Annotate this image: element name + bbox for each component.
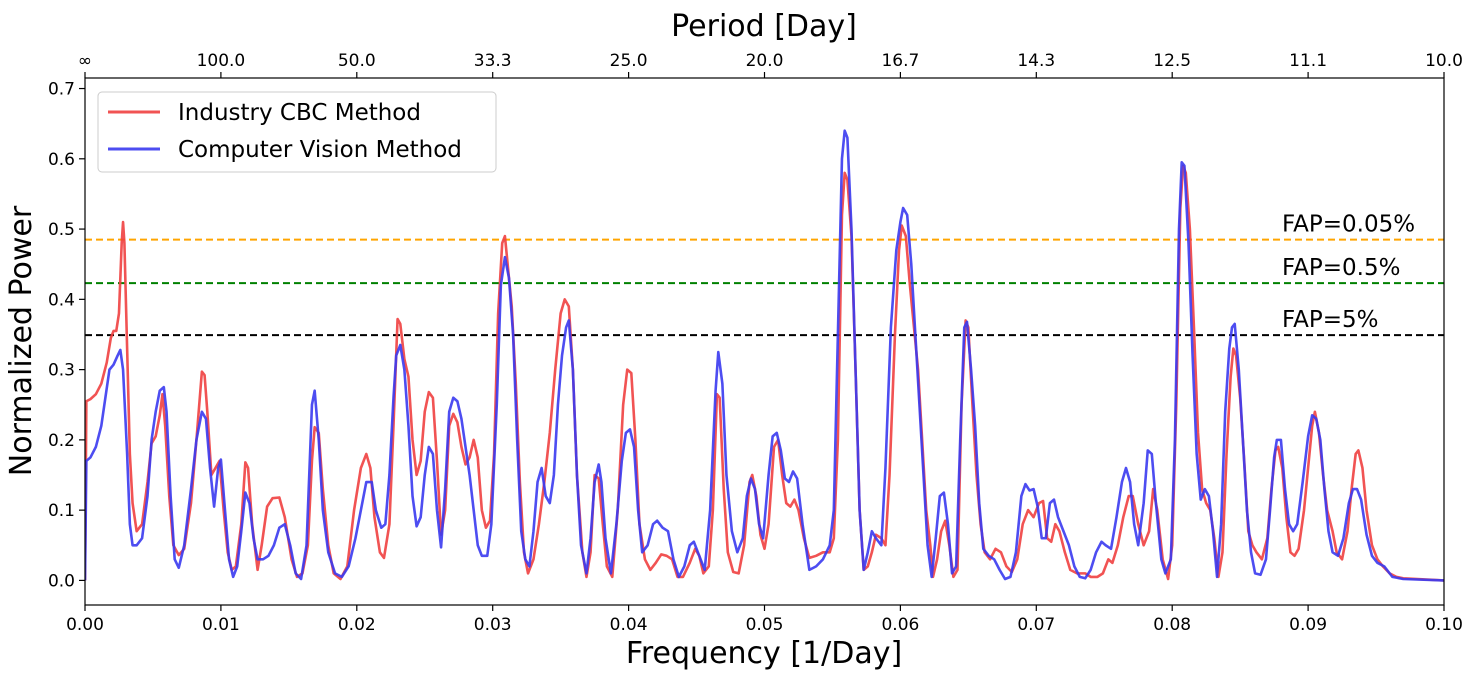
legend-box	[97, 91, 497, 173]
series-lines	[85, 129, 1444, 582]
x-tick-label: 0.03	[474, 615, 512, 635]
x-tick-label: 0.08	[1153, 615, 1191, 635]
x-tick-label: 0.00	[66, 615, 104, 635]
threshold-label-0: FAP=0.05%	[1282, 212, 1415, 238]
y-tick-label: 0.3	[48, 361, 75, 381]
y-tick-label: 0.6	[48, 150, 75, 170]
y-tick-label: 0.0	[48, 571, 75, 591]
top-tick-label: 33.3	[474, 51, 512, 71]
legend-label-industry: Industry CBC Method	[178, 100, 421, 126]
legend-label-computer-vision: Computer Vision Method	[178, 137, 462, 163]
threshold-label-1: FAP=0.5%	[1282, 255, 1400, 281]
y-tick-label: 0.1	[48, 501, 75, 521]
threshold-lines	[85, 238, 1444, 337]
y-tick-label: 0.4	[48, 290, 75, 310]
top-tick-label: 50.0	[338, 51, 376, 71]
top-axis-title: Period [Day]	[671, 9, 857, 44]
x-tick-label: 0.09	[1289, 615, 1327, 635]
threshold-label-2: FAP=5%	[1282, 307, 1378, 333]
tick-marks: 0.00 0.01 0.02 0.03 0.04 0.05 0.06 0.07 0.08 0.09…	[48, 51, 1463, 635]
top-tick-label: 12.5	[1153, 51, 1191, 71]
threshold-labels: FAP=0.05% FAP=0.5% FAP=5%	[1282, 212, 1415, 334]
top-tick-label: 11.1	[1289, 51, 1327, 71]
x-tick-label: 0.10	[1425, 615, 1463, 635]
top-tick-label: ∞	[78, 51, 92, 71]
x-tick-label: 0.02	[338, 615, 376, 635]
top-tick-label: 100.0	[197, 51, 246, 71]
y-tick-label: 0.2	[48, 431, 75, 451]
x-tick-label: 0.06	[881, 615, 919, 635]
y-tick-label: 0.7	[48, 80, 75, 100]
x-tick-label: 0.01	[202, 615, 240, 635]
top-tick-label: 16.7	[881, 51, 919, 71]
legend: Industry CBC Method Computer Vision Meth…	[97, 91, 497, 173]
x-tick-label: 0.04	[610, 615, 648, 635]
x-tick-label: 0.05	[746, 615, 784, 635]
y-axis-title: Normalized Power	[4, 205, 39, 476]
y-tick-label: 0.5	[48, 220, 75, 240]
top-tick-label: 25.0	[610, 51, 648, 71]
top-tick-label: 10.0	[1425, 51, 1463, 71]
x-axis-title: Frequency [1/Day]	[626, 636, 902, 671]
x-tick-label: 0.07	[1017, 615, 1055, 635]
top-tick-label: 14.3	[1017, 51, 1055, 71]
top-tick-label: 20.0	[746, 51, 784, 71]
series-line-1	[85, 129, 1444, 582]
